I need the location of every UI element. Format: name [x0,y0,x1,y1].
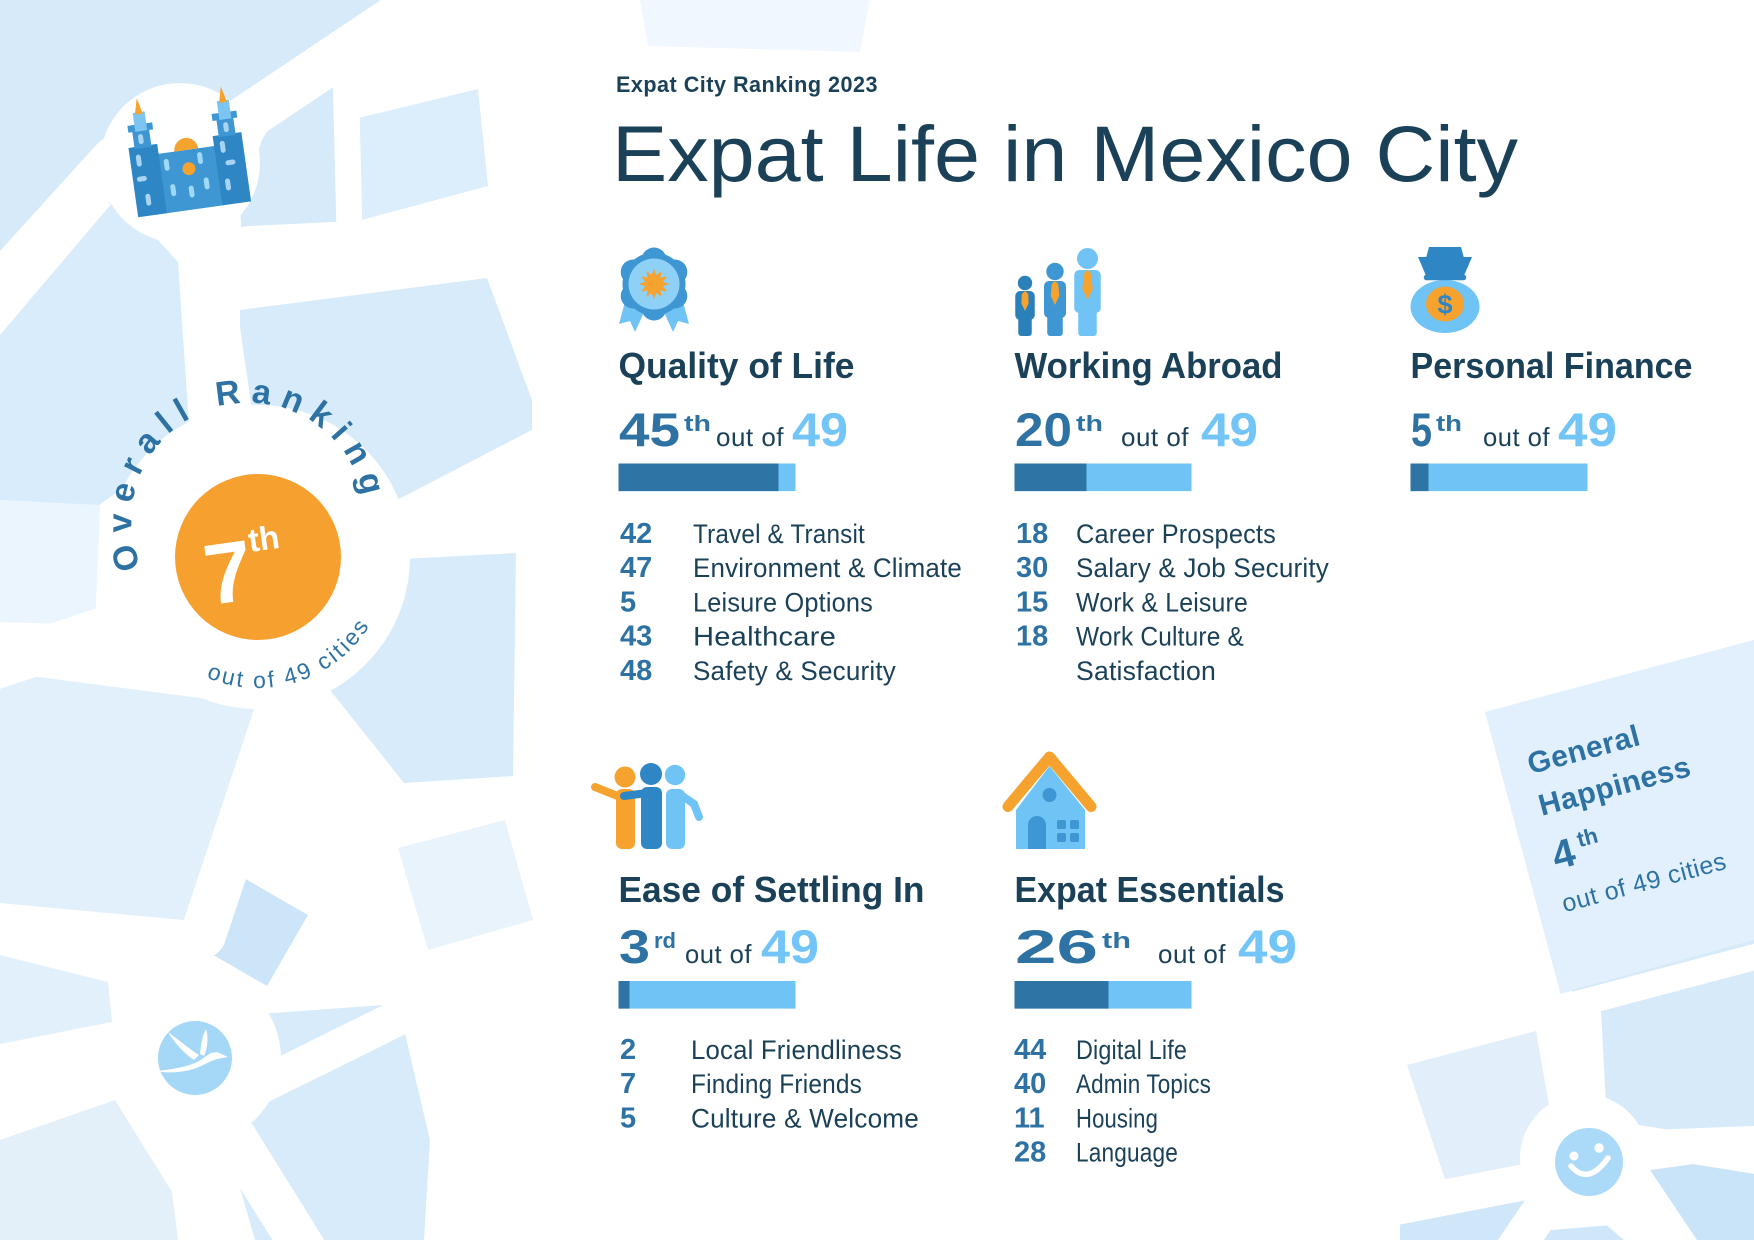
svg-text:43: 43 [620,621,652,653]
svg-text:out of: out of [716,422,784,452]
svg-text:3: 3 [619,920,650,973]
svg-text:Travel & Transit: Travel & Transit [693,519,865,549]
svg-text:Quality of Life: Quality of Life [619,345,855,386]
svg-text:45: 45 [619,403,680,456]
svg-text:out of: out of [1121,422,1189,452]
svg-text:49: 49 [1558,403,1617,456]
svg-text:Expat Essentials: Expat Essentials [1015,869,1285,910]
svg-text:5: 5 [1411,403,1432,456]
svg-text:Salary & Job Security: Salary & Job Security [1076,553,1329,583]
svg-text:44: 44 [1014,1034,1046,1066]
svg-text:out of: out of [1158,939,1226,969]
svg-text:Admin Topics: Admin Topics [1076,1069,1211,1099]
svg-text:18: 18 [1016,621,1048,653]
svg-text:th: th [1102,928,1131,953]
svg-text:5: 5 [620,586,636,618]
svg-text:49: 49 [1238,920,1297,973]
svg-text:out of: out of [685,939,752,969]
svg-text:Leisure Options: Leisure Options [693,587,873,617]
svg-text:Ease of Settling In: Ease of Settling In [619,869,925,910]
svg-text:Satisfaction: Satisfaction [1076,656,1216,686]
svg-text:2: 2 [620,1034,636,1066]
svg-text:Safety & Security: Safety & Security [693,656,896,686]
svg-text:Housing: Housing [1076,1103,1158,1133]
svg-text:Work & Leisure: Work & Leisure [1076,587,1248,617]
svg-text:5: 5 [620,1102,636,1134]
svg-text:Culture & Welcome: Culture & Welcome [691,1103,919,1133]
svg-text:15: 15 [1016,586,1048,618]
svg-text:18: 18 [1016,518,1048,550]
svg-text:Work Culture &: Work Culture & [1076,622,1244,652]
svg-text:Finding Friends: Finding Friends [691,1069,862,1099]
svg-text:47: 47 [620,552,652,584]
svg-text:Working Abroad: Working Abroad [1015,345,1283,386]
svg-text:26: 26 [1015,920,1098,973]
svg-text:49: 49 [792,403,848,456]
svg-text:Language: Language [1076,1138,1178,1168]
svg-text:20: 20 [1015,403,1072,456]
svg-text:11: 11 [1014,1102,1045,1134]
svg-text:rd: rd [654,928,676,953]
svg-text:th: th [1436,411,1462,436]
svg-text:Career Prospects: Career Prospects [1076,519,1276,549]
svg-text:Expat Life in Mexico City: Expat Life in Mexico City [612,109,1519,198]
svg-text:Environment & Climate: Environment & Climate [693,553,962,583]
svg-text:$: $ [1437,290,1452,320]
svg-text:Healthcare: Healthcare [693,622,836,652]
svg-text:th: th [684,411,711,436]
svg-text:28: 28 [1014,1137,1046,1169]
svg-text:40: 40 [1014,1068,1046,1100]
svg-text:Digital Life: Digital Life [1076,1035,1187,1065]
svg-text:48: 48 [620,655,652,687]
svg-text:th: th [246,518,282,559]
svg-text:Local Friendliness: Local Friendliness [691,1035,902,1065]
svg-text:Personal Finance: Personal Finance [1411,345,1693,386]
svg-text:42: 42 [620,518,652,550]
svg-text:th: th [1076,411,1103,436]
svg-text:30: 30 [1016,552,1048,584]
svg-text:49: 49 [761,920,819,973]
svg-text:Expat City Ranking 2023: Expat City Ranking 2023 [616,72,878,97]
svg-text:7: 7 [620,1068,636,1100]
svg-text:out of: out of [1483,422,1550,452]
svg-text:49: 49 [1201,403,1258,456]
